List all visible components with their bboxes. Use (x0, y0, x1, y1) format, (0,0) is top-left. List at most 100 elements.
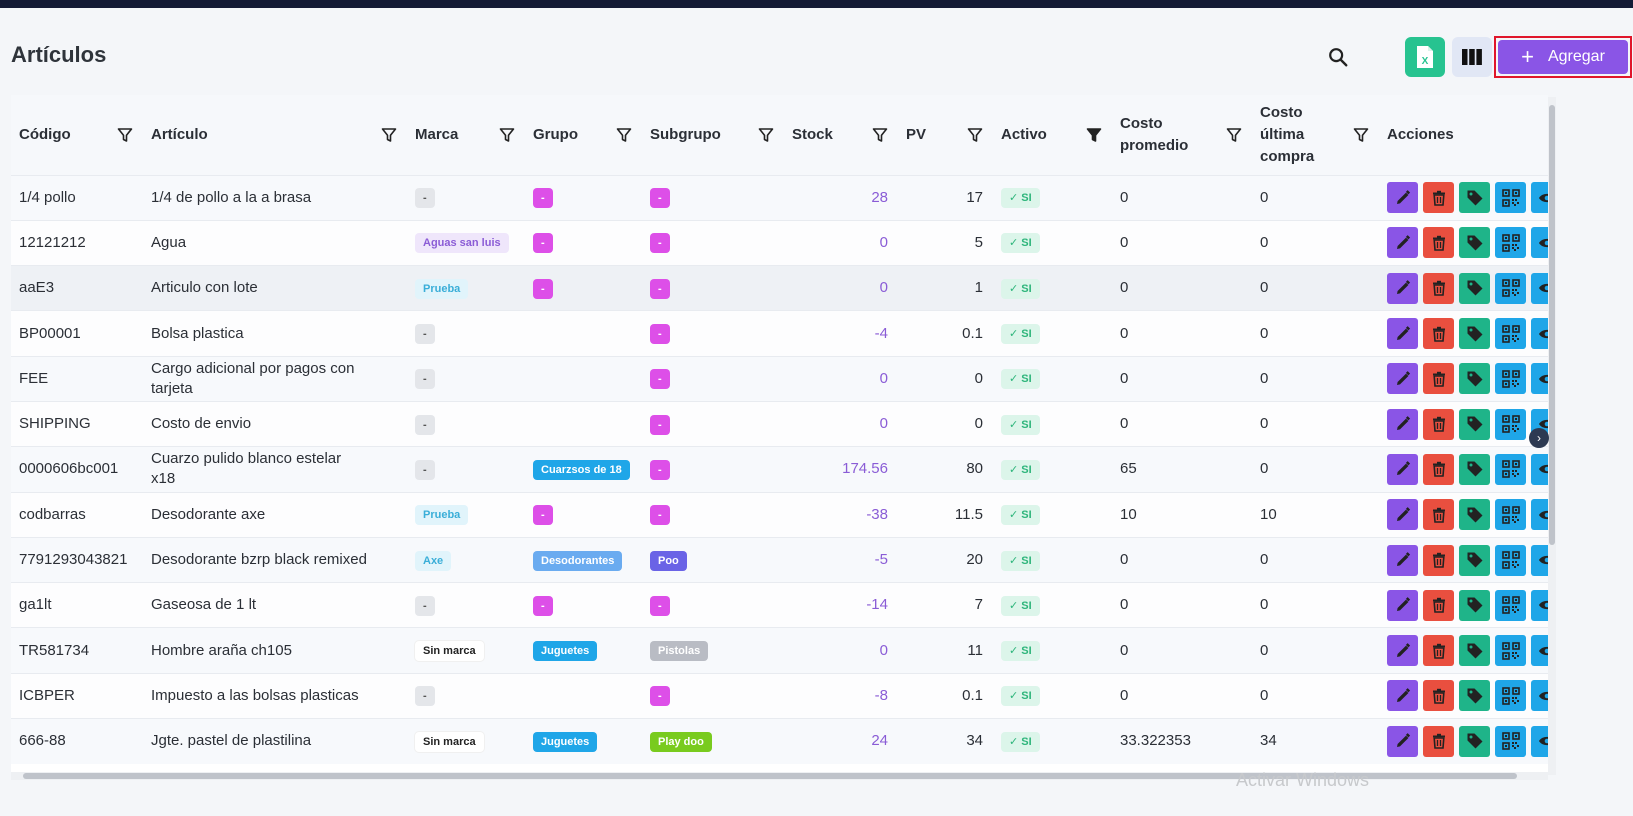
view-button[interactable] (1531, 453, 1548, 485)
tag-button[interactable] (1459, 227, 1490, 259)
header-subgrupo: Subgrupo (642, 95, 784, 175)
filter-icon[interactable] (1353, 127, 1369, 143)
view-button[interactable] (1531, 725, 1548, 757)
filter-icon[interactable] (872, 127, 888, 143)
delete-button[interactable] (1423, 589, 1454, 621)
filter-icon[interactable] (758, 127, 774, 143)
delete-button[interactable] (1423, 680, 1454, 712)
tag-button[interactable] (1459, 408, 1490, 440)
edit-button[interactable] (1387, 227, 1418, 259)
table-row[interactable]: BP00001 Bolsa plastica - - -4 0.1 ✓ SI 0 0 (11, 310, 1548, 357)
horizontal-scrollbar-thumb[interactable] (23, 773, 1517, 779)
edit-button[interactable] (1387, 635, 1418, 667)
qr-button[interactable] (1495, 453, 1526, 485)
qr-code-icon (1501, 460, 1520, 479)
qr-button[interactable] (1495, 182, 1526, 214)
table-row[interactable]: aaE3 Articulo con lote Prueba - - 0 1 ✓ SI 0 0 (11, 265, 1548, 311)
view-button[interactable] (1531, 318, 1548, 350)
edit-button[interactable] (1387, 499, 1418, 531)
delete-button[interactable] (1423, 635, 1454, 667)
edit-button[interactable] (1387, 544, 1418, 576)
filter-icon[interactable] (1226, 127, 1242, 143)
view-button[interactable] (1531, 680, 1548, 712)
edit-button[interactable] (1387, 725, 1418, 757)
view-button[interactable] (1531, 589, 1548, 621)
qr-button[interactable] (1495, 272, 1526, 304)
table-row[interactable]: TR581734 Hombre araña ch105 Sin marca Jugue… (11, 627, 1548, 674)
delete-button[interactable] (1423, 363, 1454, 395)
table-row[interactable]: 1/4 pollo 1/4 de pollo a la a brasa - - - 28 1… (11, 175, 1548, 221)
view-button[interactable] (1531, 499, 1548, 531)
edit-button[interactable] (1387, 453, 1418, 485)
tag-button[interactable] (1459, 635, 1490, 667)
view-button[interactable] (1531, 227, 1548, 259)
edit-button[interactable] (1387, 318, 1418, 350)
tag-button[interactable] (1459, 680, 1490, 712)
filter-icon[interactable] (967, 127, 983, 143)
view-button[interactable] (1531, 363, 1548, 395)
filter-icon[interactable] (117, 127, 133, 143)
table-row[interactable]: 0000606bc001 Cuarzo pulido blanco estelar… (11, 446, 1548, 493)
delete-button[interactable] (1423, 725, 1454, 757)
filter-icon[interactable] (499, 127, 515, 143)
tag-button[interactable] (1459, 544, 1490, 576)
delete-button[interactable] (1423, 272, 1454, 304)
filter-icon[interactable] (1086, 127, 1102, 143)
tag-button[interactable] (1459, 182, 1490, 214)
table-row[interactable]: 666-88 Jgte. pastel de plastilina Sin marc… (11, 718, 1548, 764)
delete-button[interactable] (1423, 544, 1454, 576)
edit-button[interactable] (1387, 408, 1418, 440)
tag-button[interactable] (1459, 363, 1490, 395)
qr-button[interactable] (1495, 499, 1526, 531)
table-row[interactable]: ga1lt Gaseosa de 1 lt - - - -14 7 ✓ SI 0 0 (11, 582, 1548, 628)
delete-button[interactable] (1423, 318, 1454, 350)
table-row[interactable]: ICBPER Impuesto a las bolsas plasticas - - -… (11, 673, 1548, 719)
delete-button[interactable] (1423, 499, 1454, 531)
qr-button[interactable] (1495, 318, 1526, 350)
horizontal-scrollbar[interactable] (11, 772, 1548, 780)
table-row[interactable]: FEE Cargo adicional por pagos con tarjeta… (11, 356, 1548, 402)
add-button[interactable]: + Agregar (1498, 40, 1628, 74)
search-button[interactable] (1318, 37, 1358, 77)
vertical-scrollbar-thumb[interactable] (1549, 105, 1555, 545)
filter-icon[interactable] (616, 127, 632, 143)
view-button[interactable] (1531, 272, 1548, 304)
table-row[interactable]: 12121212 Agua Aguas san luis - - 0 5 ✓ SI 0 0 (11, 220, 1548, 266)
qr-button[interactable] (1495, 227, 1526, 259)
view-button[interactable] (1531, 182, 1548, 214)
subgrupo-badge: - (650, 414, 670, 435)
table-row[interactable]: codbarras Desodorante axe Prueba - - -38 11.5 ✓… (11, 492, 1548, 538)
tag-button[interactable] (1459, 725, 1490, 757)
edit-button[interactable] (1387, 589, 1418, 621)
tag-button[interactable] (1459, 453, 1490, 485)
columns-button[interactable] (1452, 37, 1492, 77)
view-button[interactable] (1531, 544, 1548, 576)
delete-button[interactable] (1423, 453, 1454, 485)
qr-button[interactable] (1495, 635, 1526, 667)
qr-button[interactable] (1495, 544, 1526, 576)
filter-icon[interactable] (381, 127, 397, 143)
tag-button[interactable] (1459, 499, 1490, 531)
delete-button[interactable] (1423, 182, 1454, 214)
delete-button[interactable] (1423, 227, 1454, 259)
edit-button[interactable] (1387, 680, 1418, 712)
export-excel-button[interactable]: X (1405, 37, 1445, 77)
qr-button[interactable] (1495, 589, 1526, 621)
qr-button[interactable] (1495, 363, 1526, 395)
qr-button[interactable] (1495, 680, 1526, 712)
tag-button[interactable] (1459, 589, 1490, 621)
edit-button[interactable] (1387, 363, 1418, 395)
table-row[interactable]: 7791293043821 Desodorante bzrp black remi… (11, 537, 1548, 583)
qr-button[interactable] (1495, 725, 1526, 757)
edit-button[interactable] (1387, 272, 1418, 304)
view-button[interactable] (1531, 635, 1548, 667)
marca-badge: Aguas san luis (415, 233, 509, 254)
delete-button[interactable] (1423, 408, 1454, 440)
edit-button[interactable] (1387, 182, 1418, 214)
table-row[interactable]: SHIPPING Costo de envio - - 0 0 ✓ SI 0 0 (11, 401, 1548, 447)
qr-button[interactable] (1495, 408, 1526, 440)
vertical-scrollbar[interactable] (1548, 97, 1556, 775)
scroll-right-button[interactable]: › (1529, 428, 1549, 448)
tag-button[interactable] (1459, 318, 1490, 350)
tag-button[interactable] (1459, 272, 1490, 304)
